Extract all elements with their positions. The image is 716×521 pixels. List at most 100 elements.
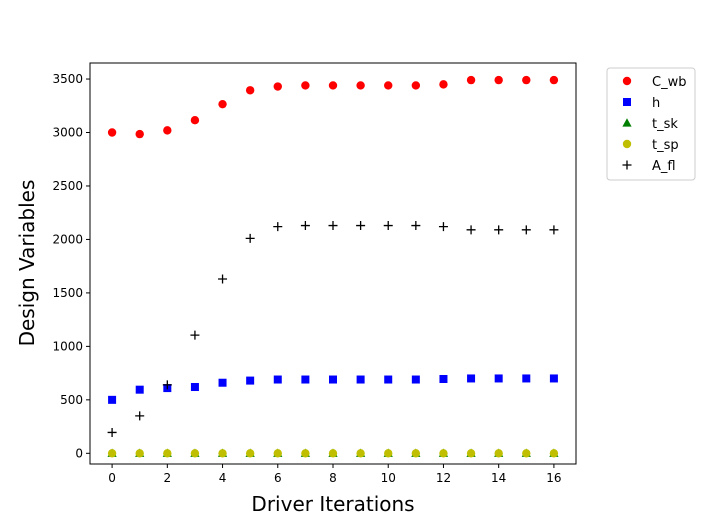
x-tick-label: 2: [163, 471, 171, 485]
data-point: [494, 225, 504, 235]
data-point: [246, 376, 255, 385]
y-tick-label: 500: [60, 393, 83, 407]
data-point: [522, 75, 531, 85]
data-point: [328, 449, 338, 458]
data-point: [135, 129, 144, 139]
series-h: [108, 374, 558, 404]
data-point: [549, 374, 558, 383]
y-tick-label: 1000: [52, 339, 83, 353]
data-point: [107, 449, 117, 458]
plot-frame: [89, 62, 577, 465]
data-point: [218, 378, 227, 387]
legend-frame: [606, 67, 696, 181]
data-point: [329, 375, 337, 384]
legend-label: h: [652, 96, 660, 111]
x-tick-label: 8: [329, 471, 337, 485]
data-point: [190, 330, 200, 340]
legend-label: t_sp: [652, 138, 679, 153]
legend-marker: [622, 139, 632, 149]
legend-label: A_fl: [652, 159, 676, 174]
x-tick-label: 12: [436, 471, 451, 485]
y-tick-label: 2000: [52, 232, 83, 246]
legend-entry: A_fl: [622, 159, 676, 174]
data-point: [384, 81, 393, 90]
legend-entry: t_sk: [622, 117, 678, 132]
data-point: [384, 375, 393, 384]
data-point: [300, 221, 310, 231]
x-tick-label: 6: [274, 471, 282, 485]
data-point: [107, 128, 117, 137]
data-point: [522, 374, 531, 383]
data-point: [438, 222, 448, 232]
data-point: [163, 449, 172, 458]
legend-entry: t_sp: [622, 138, 679, 153]
x-axis-ticks: 0 2 4 6 8 10 12 14 16: [108, 464, 562, 485]
data-point: [245, 449, 255, 458]
x-tick-label: 14: [491, 471, 506, 485]
y-tick-label: 3500: [52, 72, 83, 86]
data-point: [383, 221, 393, 231]
data-point: [190, 383, 199, 392]
legend-marker: [623, 98, 631, 106]
data-point: [411, 221, 421, 231]
data-point: [190, 116, 200, 125]
x-tick-label: 4: [219, 471, 227, 485]
data-point: [108, 395, 117, 404]
legend-marker: [622, 118, 632, 127]
data-point: [494, 449, 503, 458]
x-tick-label: 0: [108, 471, 116, 485]
data-point: [549, 449, 559, 458]
data-point: [328, 221, 338, 231]
data-point: [549, 225, 559, 235]
legend-marker: [622, 160, 632, 170]
data-point: [356, 221, 366, 231]
data-point: [356, 449, 365, 458]
x-axis-label: Driver Iterations: [251, 492, 414, 516]
data-point: [466, 75, 476, 85]
data-point: [467, 374, 476, 383]
data-point: [411, 449, 421, 458]
data-point: [356, 375, 365, 384]
data-point: [218, 449, 227, 458]
data-point: [466, 449, 476, 458]
data-point: [135, 449, 144, 458]
legend-label: t_sk: [652, 117, 678, 132]
y-tick-label: 0: [75, 446, 83, 460]
y-tick-label: 3000: [52, 126, 83, 140]
data-point: [273, 375, 282, 384]
data-point: [466, 225, 476, 235]
data-point: [494, 75, 503, 85]
legend-marker: [622, 76, 632, 86]
data-point: [439, 374, 448, 383]
data-point: [384, 449, 393, 458]
data-point: [411, 81, 421, 90]
data-point: [356, 81, 365, 90]
data-point: [301, 375, 310, 384]
x-tick-label: 10: [381, 471, 396, 485]
data-point: [494, 374, 503, 383]
data-point: [162, 380, 172, 390]
series-c-wb: [107, 75, 559, 139]
data-point: [273, 222, 283, 232]
data-point: [245, 233, 255, 243]
data-point: [301, 81, 310, 90]
data-point: [522, 449, 531, 458]
x-tick-label: 16: [546, 471, 561, 485]
plot-area: [107, 75, 559, 458]
data-point: [328, 81, 338, 90]
data-point: [411, 375, 420, 384]
y-tick-label: 1500: [52, 286, 83, 300]
data-point: [273, 449, 282, 458]
series-t-sp: [107, 449, 559, 458]
data-point: [521, 225, 531, 235]
data-point: [163, 126, 172, 135]
data-point: [190, 449, 200, 458]
data-point: [245, 86, 255, 95]
y-axis-ticks: 0 500 1000 1500 2000 2500 3000 3500: [52, 72, 90, 460]
y-axis-label: Design Variables: [15, 180, 39, 347]
data-point: [301, 449, 310, 458]
legend-entry: C_wb: [622, 75, 686, 90]
data-point: [135, 411, 145, 421]
